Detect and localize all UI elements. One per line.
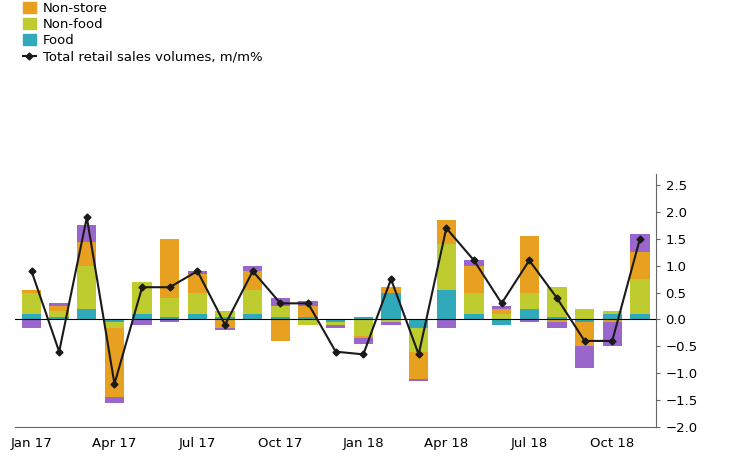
Bar <box>243 314 263 319</box>
Bar <box>354 319 373 336</box>
Bar <box>354 338 373 344</box>
Bar <box>464 292 483 314</box>
Bar <box>464 314 483 319</box>
Bar <box>464 260 483 266</box>
Bar <box>548 317 567 319</box>
Bar <box>326 325 345 328</box>
Bar <box>133 314 151 319</box>
Bar <box>22 292 41 314</box>
Bar <box>216 328 235 330</box>
Bar <box>298 306 318 317</box>
Bar <box>409 352 428 379</box>
Bar <box>271 319 290 341</box>
Bar <box>630 252 650 279</box>
Bar <box>354 336 373 338</box>
Bar <box>436 220 456 244</box>
Bar <box>216 311 235 317</box>
Bar <box>22 314 41 319</box>
Bar <box>436 290 456 319</box>
Bar <box>49 311 69 317</box>
Bar <box>520 319 539 322</box>
Bar <box>436 319 456 328</box>
Bar <box>630 234 650 252</box>
Bar <box>409 328 428 352</box>
Legend: Contributions to retail sales m/m%, motor fuel, Non-store, Non-food, Food, Total: Contributions to retail sales m/m%, moto… <box>22 0 353 65</box>
Bar <box>492 306 511 309</box>
Bar <box>104 322 124 328</box>
Bar <box>520 309 539 319</box>
Bar <box>298 319 318 325</box>
Bar <box>326 322 345 325</box>
Bar <box>492 309 511 314</box>
Bar <box>188 292 207 314</box>
Bar <box>298 317 318 319</box>
Bar <box>22 290 41 292</box>
Bar <box>436 244 456 290</box>
Bar <box>548 319 567 322</box>
Bar <box>216 319 235 328</box>
Bar <box>77 241 96 266</box>
Bar <box>104 328 124 397</box>
Bar <box>603 314 622 319</box>
Bar <box>104 397 124 403</box>
Bar <box>49 317 69 319</box>
Bar <box>133 319 151 325</box>
Bar <box>603 311 622 314</box>
Bar <box>160 298 180 317</box>
Bar <box>160 317 180 319</box>
Bar <box>22 319 41 328</box>
Bar <box>243 266 263 271</box>
Bar <box>271 306 290 317</box>
Bar <box>381 319 401 322</box>
Bar <box>492 314 511 319</box>
Bar <box>271 317 290 319</box>
Bar <box>77 266 96 309</box>
Bar <box>630 279 650 314</box>
Bar <box>160 319 180 322</box>
Bar <box>575 322 595 346</box>
Bar <box>409 319 428 328</box>
Bar <box>603 319 622 322</box>
Bar <box>575 346 595 368</box>
Bar <box>188 271 207 274</box>
Bar <box>271 298 290 306</box>
Bar <box>160 239 180 298</box>
Bar <box>548 287 567 317</box>
Bar <box>381 322 401 325</box>
Bar <box>381 292 401 319</box>
Bar <box>492 319 511 325</box>
Bar <box>243 271 263 290</box>
Bar <box>520 236 539 292</box>
Bar <box>133 282 151 314</box>
Bar <box>409 379 428 381</box>
Bar <box>188 314 207 319</box>
Bar <box>575 319 595 322</box>
Bar <box>298 301 318 306</box>
Bar <box>520 292 539 309</box>
Bar <box>77 225 96 241</box>
Bar <box>630 314 650 319</box>
Bar <box>354 317 373 319</box>
Bar <box>216 317 235 319</box>
Bar <box>464 266 483 292</box>
Bar <box>243 290 263 314</box>
Bar <box>575 309 595 319</box>
Bar <box>104 319 124 322</box>
Bar <box>77 309 96 319</box>
Bar <box>49 306 69 311</box>
Bar <box>381 287 401 292</box>
Bar <box>188 274 207 292</box>
Bar <box>49 303 69 306</box>
Bar <box>548 322 567 328</box>
Bar <box>326 319 345 322</box>
Bar <box>603 322 622 346</box>
